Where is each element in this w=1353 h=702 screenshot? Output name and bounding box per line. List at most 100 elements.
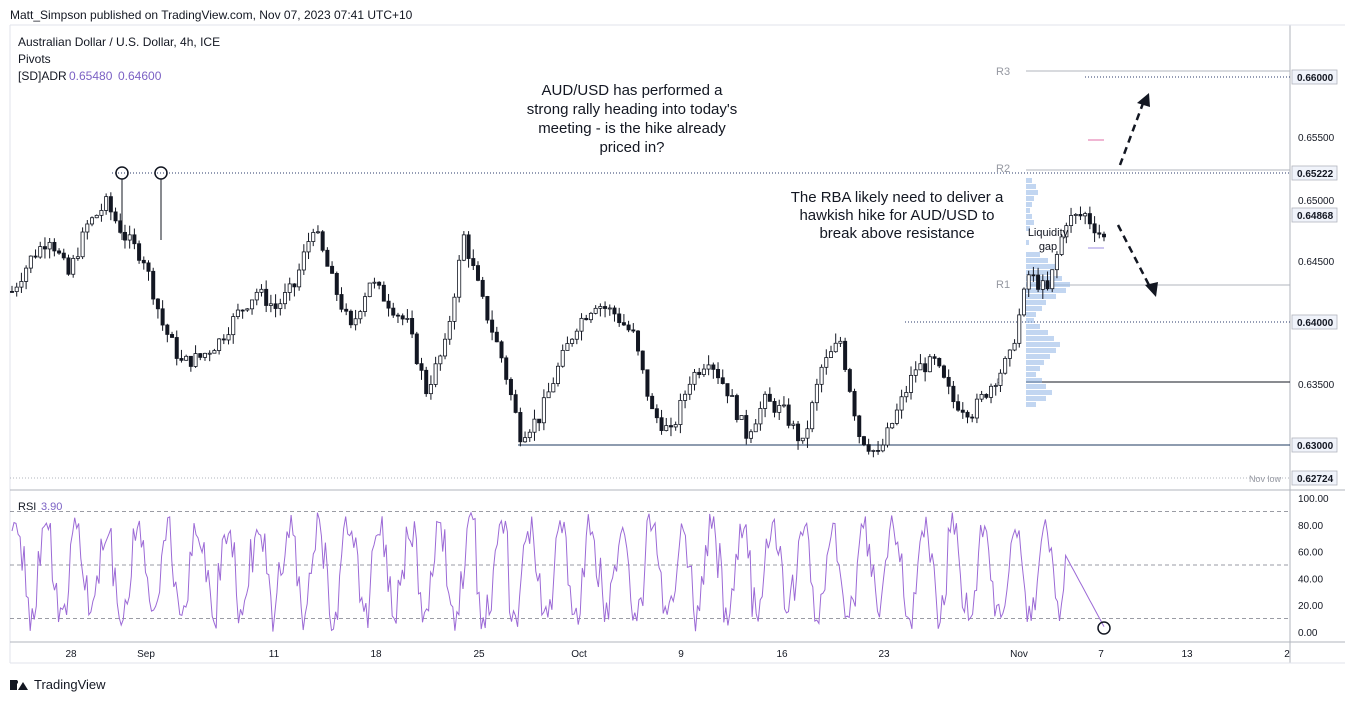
candle-body — [184, 355, 189, 361]
candle-body — [937, 357, 942, 367]
volume-profile-bar — [1026, 372, 1036, 377]
candle-body — [122, 231, 127, 241]
candle-body — [650, 395, 655, 410]
candle-body — [772, 400, 777, 413]
bearish-arrow-head — [1145, 282, 1158, 297]
candle-body — [127, 234, 132, 241]
legend-adr-label: [SD]ADR — [18, 69, 67, 83]
liquidity-gap-label: Liquidity — [1028, 227, 1069, 239]
candle-body — [923, 363, 928, 373]
volume-profile-bar — [1026, 312, 1036, 317]
volume-profile-bar — [1026, 300, 1046, 305]
candle-body — [146, 262, 151, 272]
price-label-box — [1291, 314, 1338, 330]
candle-body — [447, 320, 452, 340]
price-label: 0.62724 — [1297, 474, 1334, 485]
candle-body — [744, 415, 749, 439]
candle-body — [14, 286, 19, 292]
candle-body — [363, 296, 368, 312]
nov-low-label: Nov low — [1249, 474, 1282, 484]
candle-body — [85, 223, 90, 233]
candle-body — [716, 368, 721, 379]
candle-body — [697, 371, 702, 375]
annotation-right-line: The RBA likely need to deliver a — [791, 189, 1004, 206]
candle-body — [245, 308, 250, 311]
candle-body — [405, 318, 410, 320]
candle-body — [221, 338, 226, 341]
candle-body — [989, 385, 994, 398]
candle-body — [151, 270, 156, 300]
candle-body — [645, 369, 650, 397]
volume-profile-bar — [1026, 240, 1029, 245]
rsi-axis-tick: 40.00 — [1298, 574, 1323, 585]
candle-body — [212, 350, 217, 354]
candle-body — [786, 404, 791, 426]
candle-body — [301, 251, 306, 271]
candle-body — [90, 217, 95, 225]
candle-body — [739, 415, 744, 420]
legend-pivots: Pivots — [18, 52, 51, 66]
volume-profile-bar — [1026, 270, 1052, 275]
candle-body — [890, 423, 895, 429]
candle-body — [137, 243, 142, 261]
candle-body — [518, 412, 523, 443]
candle-body — [871, 450, 876, 452]
legend-title: Australian Dollar / U.S. Dollar, 4h, ICE — [18, 35, 220, 49]
candle-body — [344, 308, 349, 312]
price-label-box — [1291, 470, 1338, 486]
candle-body — [791, 423, 796, 426]
candle-body — [259, 288, 264, 293]
price-axis-tick: 0.65500 — [1298, 133, 1335, 144]
legend-adr-low: 0.64600 — [118, 69, 162, 83]
candle-body — [560, 349, 565, 367]
candle-body — [1054, 254, 1059, 271]
candle-body — [278, 303, 283, 309]
candle-body — [659, 417, 664, 431]
rsi-axis-tick: 0.00 — [1298, 628, 1318, 639]
legend-adr-high: 0.65480 — [69, 69, 113, 83]
candle-body — [598, 306, 603, 309]
candle-body — [960, 409, 965, 413]
volume-profile-bar — [1026, 202, 1032, 207]
tradingview-footer[interactable]: TradingView — [10, 677, 106, 692]
candle-body — [866, 444, 871, 452]
candle-body — [1012, 342, 1017, 351]
candle-body — [1036, 274, 1041, 290]
candle-body — [315, 231, 320, 234]
bullish-arrow-shaft — [1118, 97, 1147, 166]
time-axis-tick: 2 — [1284, 649, 1290, 660]
candle-body — [381, 284, 386, 302]
candle-body — [419, 363, 424, 371]
annotation-right-line: hawkish hike for AUD/USD to — [799, 207, 994, 224]
candle-body — [814, 383, 819, 404]
candle-body — [193, 353, 198, 367]
volume-profile-bar — [1026, 336, 1054, 341]
candle-body — [1050, 269, 1055, 290]
candle-body — [311, 232, 316, 242]
price-label-box — [1291, 165, 1338, 181]
volume-profile-bar — [1026, 258, 1048, 263]
candle-body — [24, 267, 29, 282]
candle-body — [461, 234, 466, 261]
candle-body — [927, 356, 932, 373]
candle-body — [636, 330, 641, 352]
price-label: 0.64000 — [1297, 318, 1334, 329]
candle-body — [273, 303, 278, 309]
candle-body — [654, 408, 659, 419]
candle-body — [857, 415, 862, 437]
time-axis-tick: Sep — [137, 649, 155, 660]
candle-body — [367, 282, 372, 298]
candle-body — [513, 394, 518, 413]
candle-body — [1045, 280, 1050, 290]
candle-body — [819, 366, 824, 385]
volume-profile-bar — [1026, 384, 1046, 389]
candle-body — [141, 259, 146, 264]
volume-profile-bar — [1026, 196, 1034, 201]
candle-body — [353, 318, 358, 326]
volume-profile-bar — [1026, 264, 1056, 269]
price-axis-tick: 0.65000 — [1298, 196, 1335, 207]
candle-body — [57, 250, 62, 254]
candle-body — [198, 353, 203, 358]
candle-body — [683, 393, 688, 401]
